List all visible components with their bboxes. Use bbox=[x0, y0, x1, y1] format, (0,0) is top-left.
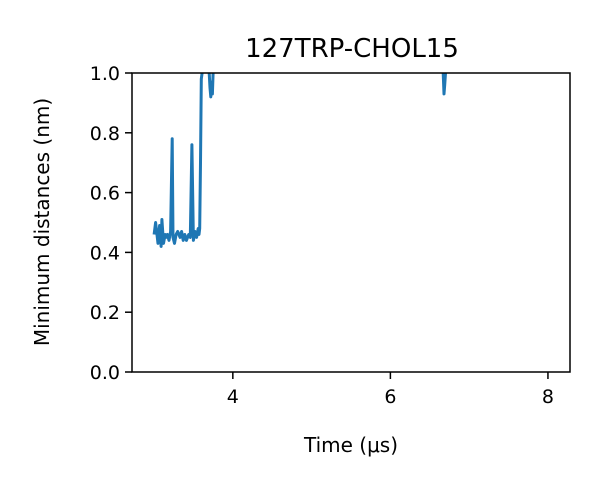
y-tick-label: 0.8 bbox=[90, 123, 120, 145]
y-tick-label: 0.2 bbox=[90, 302, 120, 324]
x-tick-label: 8 bbox=[542, 386, 554, 408]
x-tick-label: 6 bbox=[384, 386, 396, 408]
y-axis: 0.0 0.2 0.4 0.6 0.8 1.0 bbox=[90, 63, 132, 384]
y-tick-label: 0.0 bbox=[90, 362, 120, 384]
series-line bbox=[207, 73, 215, 99]
y-axis-label: Minimum distances (nm) bbox=[30, 98, 54, 346]
x-tick-label: 4 bbox=[227, 386, 239, 408]
series-line bbox=[152, 73, 204, 248]
x-axis: 4 6 8 bbox=[227, 372, 554, 408]
y-tick-label: 1.0 bbox=[90, 63, 120, 85]
plot-area bbox=[131, 72, 571, 373]
y-tick-label: 0.6 bbox=[90, 183, 120, 205]
y-tick-label: 0.4 bbox=[90, 242, 120, 264]
x-axis-label: Time (μs) bbox=[303, 433, 398, 457]
series-line bbox=[441, 73, 447, 96]
series-layer bbox=[152, 73, 447, 248]
axes-frame bbox=[131, 72, 571, 373]
chart-title: 127TRP-CHOL15 bbox=[245, 34, 459, 64]
